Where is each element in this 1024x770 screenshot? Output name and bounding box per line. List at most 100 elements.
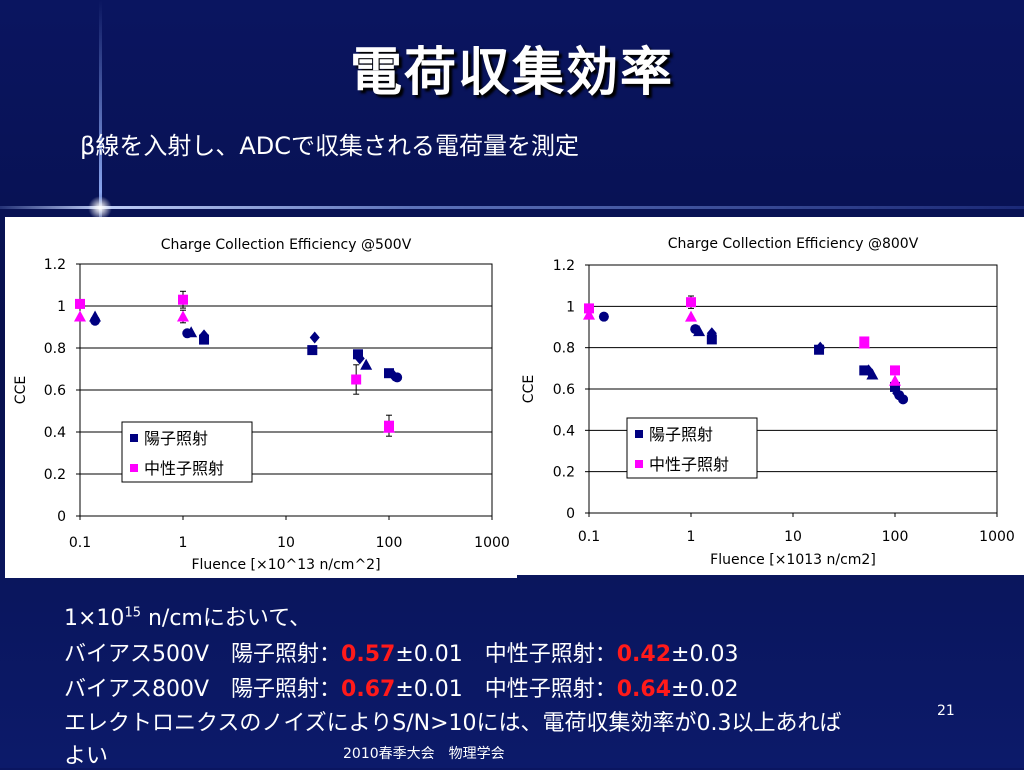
- data-point: [199, 334, 210, 345]
- x-tick-label: 100: [882, 529, 909, 545]
- y-tick-label: 1: [57, 299, 66, 315]
- data-point: [352, 349, 363, 360]
- x-tick-label: 0.1: [578, 529, 600, 545]
- data-point: [598, 311, 609, 322]
- legend-label: 陽子照射: [649, 425, 713, 444]
- data-point: [351, 374, 362, 385]
- data-point: [185, 326, 198, 338]
- series-proton: [598, 311, 909, 405]
- y-tick-label: 0.2: [44, 467, 66, 483]
- legend-marker: [130, 434, 138, 442]
- noise-note-end: よい: [64, 744, 109, 769]
- x-tick-label: 1000: [474, 535, 510, 551]
- data-point: [686, 297, 696, 308]
- data-point: [890, 381, 900, 392]
- data-point: [384, 368, 394, 379]
- result-800v: バイアス800V 陽子照射：0.67±0.01 中性子照射：0.64±0.02: [64, 671, 738, 703]
- chart-title: Charge Collection Efficiency @800V: [668, 236, 919, 252]
- data-point: [693, 325, 706, 337]
- data-point: [815, 341, 826, 354]
- legend-label: 陽子照射: [144, 429, 208, 448]
- x-axis-title: Fluence [×1013 n/cm2]: [710, 552, 876, 568]
- noise-note: エレクトロニクスのノイズによりS/N>10には、電荷収集効率が0.3以上あれば: [64, 711, 842, 736]
- y-axis-title: CCE: [13, 376, 29, 404]
- decorative-horizontal-line: [0, 206, 1024, 209]
- data-point: [889, 374, 901, 386]
- cce-800v-chart: Charge Collection Efficiency @800V 0 0.2 0.…: [521, 236, 1015, 568]
- chart-panel-500v: Charge Collection Efficiency @500V 0 0.2 0.…: [5, 217, 517, 578]
- result-800v-neutron-value: 0.64: [616, 677, 672, 702]
- data-point: [74, 310, 86, 322]
- result-800v-middle: ±0.01 中性子照射：: [395, 677, 617, 702]
- series-neutron: [74, 290, 395, 437]
- intro-suffix: n/cmにおいて、: [140, 606, 312, 631]
- y-tick-label: 0: [57, 509, 66, 525]
- data-point: [858, 337, 871, 349]
- y-tick-label: 0.2: [553, 465, 575, 481]
- y-tick-label: 0: [566, 506, 575, 522]
- legend-marker: [130, 464, 138, 472]
- x-tick-label: 1: [179, 535, 188, 551]
- slide-subtitle: β線を入射し、ADCで収集される電荷量を測定: [80, 132, 579, 160]
- y-tick-label: 0.6: [553, 382, 575, 398]
- series-neutron: [583, 295, 901, 386]
- chart-panel-800v: Charge Collection Efficiency @800V 0 0.2 0.…: [517, 217, 1024, 575]
- data-point: [178, 294, 188, 305]
- x-tick-label: 10: [784, 529, 802, 545]
- y-tick-label: 1.2: [553, 258, 575, 274]
- result-500v-neutron-value: 0.42: [616, 642, 672, 667]
- y-tick-label: 1.2: [44, 257, 66, 273]
- data-point: [177, 310, 189, 322]
- data-point: [392, 372, 403, 383]
- legend-label: 中性子照射: [649, 455, 729, 474]
- data-point: [583, 308, 595, 320]
- legend-label: 中性子照射: [144, 459, 224, 478]
- series-proton: [89, 310, 403, 383]
- page-number: 21: [937, 703, 955, 719]
- data-point: [383, 421, 395, 433]
- result-500v-error: ±0.03: [671, 642, 739, 667]
- x-tick-label: 100: [376, 535, 403, 551]
- data-point: [360, 358, 373, 370]
- data-point: [75, 298, 85, 309]
- x-axis-title: Fluence [×10^13 n/cm^2]: [191, 557, 380, 573]
- cce-500v-chart: Charge Collection Efficiency @500V 0 0.2 0.…: [13, 237, 510, 573]
- y-tick-label: 0.8: [553, 341, 575, 357]
- y-tick-label: 0.6: [44, 383, 66, 399]
- slide-title: 電荷収集効率: [349, 43, 674, 103]
- data-point: [354, 352, 365, 365]
- result-500v-middle: ±0.01 中性子照射：: [395, 642, 617, 667]
- data-point: [309, 331, 320, 344]
- decorative-sparkle: [88, 196, 112, 220]
- data-point: [685, 310, 697, 322]
- data-point: [584, 303, 594, 314]
- y-tick-label: 0.8: [44, 341, 66, 357]
- result-500v: バイアス500V 陽子照射：0.57±0.01 中性子照射：0.42±0.03: [64, 636, 738, 668]
- legend-box: [121, 421, 253, 483]
- x-tick-label: 1000: [979, 529, 1015, 545]
- decorative-vertical-line: [99, 0, 102, 240]
- data-point: [890, 365, 900, 376]
- result-800v-proton-value: 0.67: [341, 677, 396, 702]
- legend-marker: [635, 460, 643, 468]
- x-tick-label: 1: [687, 529, 696, 545]
- legend-marker: [635, 430, 643, 438]
- footer-text: 2010春季大会 物理学会: [343, 746, 505, 762]
- legend-box: [626, 417, 758, 479]
- intro-prefix: 1×10: [64, 606, 125, 631]
- x-tick-label: 0.1: [69, 535, 91, 551]
- data-point: [898, 394, 909, 405]
- result-800v-error: ±0.02: [671, 677, 739, 702]
- data-point: [706, 334, 717, 345]
- intro-exponent: 15: [124, 605, 141, 621]
- y-tick-label: 0.4: [553, 423, 575, 439]
- result-800v-label: バイアス800V 陽子照射：: [64, 677, 342, 702]
- y-axis-title: CCE: [521, 375, 537, 403]
- chart-title: Charge Collection Efficiency @500V: [161, 237, 412, 253]
- y-tick-label: 1: [566, 299, 575, 315]
- result-500v-proton-value: 0.57: [341, 642, 396, 667]
- data-point: [866, 368, 879, 380]
- x-tick-label: 10: [277, 535, 295, 551]
